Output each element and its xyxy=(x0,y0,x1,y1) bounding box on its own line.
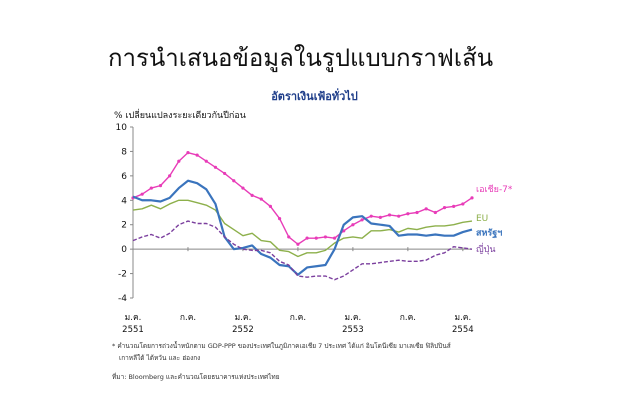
series-point-0 xyxy=(461,202,465,206)
legend-label-1: EU xyxy=(476,214,488,224)
series-line-1 xyxy=(132,199,473,258)
series-point-0 xyxy=(406,212,410,216)
series-point-0 xyxy=(296,242,300,246)
series-point-0 xyxy=(424,207,428,211)
series-point-0 xyxy=(470,196,474,200)
series-point-0 xyxy=(305,236,309,240)
series-point-0 xyxy=(268,204,273,208)
y-tick-label: 8 xyxy=(121,147,127,157)
series-point-0 xyxy=(149,186,153,190)
x-tick-label: ม.ค. xyxy=(235,313,252,323)
series-point-0 xyxy=(195,153,199,157)
x-tick-label: ก.ค. xyxy=(400,313,416,323)
series-point-0 xyxy=(397,214,401,218)
series-point-0 xyxy=(314,236,318,240)
x-tick-year: 2554 xyxy=(452,325,474,335)
series-line-0 xyxy=(132,151,473,245)
legend-label-2: สหรัฐฯ xyxy=(476,228,502,239)
series-line-2 xyxy=(132,179,473,276)
x-tick-label: ม.ค. xyxy=(125,313,142,323)
series-point-0 xyxy=(204,159,208,163)
legend-label-0: เอเชีย-7* xyxy=(476,184,513,195)
series-point-0 xyxy=(186,151,190,155)
series-point-0 xyxy=(369,214,373,218)
series-point-0 xyxy=(232,179,236,183)
y-tick-label: 6 xyxy=(121,172,127,182)
series-point-0 xyxy=(332,236,337,240)
chart-title: อัตราเงินเฟ้อทั่วไป xyxy=(271,90,358,103)
series-point-0 xyxy=(168,174,172,178)
series-point-0 xyxy=(452,204,456,208)
series-point-0 xyxy=(360,218,364,222)
series-point-0 xyxy=(387,213,392,217)
series-point-0 xyxy=(323,235,328,239)
series-point-0 xyxy=(223,171,227,176)
legend-label-3: ญี่ปุ่น xyxy=(476,242,496,255)
y-tick-label: -4 xyxy=(118,294,127,304)
series-point-0 xyxy=(140,192,144,196)
series-point-0 xyxy=(158,184,163,188)
y-tick-label: 2 xyxy=(121,221,127,231)
series-point-0 xyxy=(415,210,419,215)
series-point-0 xyxy=(433,210,437,215)
footnote-source: ที่มา: Bloomberg และคำนวณโดยธนาคารแห่งปร… xyxy=(112,373,280,381)
x-tick-label: ก.ค. xyxy=(290,313,306,323)
x-tick-year: 2553 xyxy=(342,325,364,335)
series-point-0 xyxy=(277,217,282,221)
series-point-0 xyxy=(287,235,291,239)
slide-title: การนำเสนอข้อมูลในรูปแบบกราฟเส้น xyxy=(108,44,494,72)
x-tick-label: ม.ค. xyxy=(454,313,471,323)
x-tick-label: ม.ค. xyxy=(345,313,362,323)
y-tick-label: 0 xyxy=(121,245,127,255)
footnote-line-1: * คำนวณโดยการถ่วงน้ำหนักตาม GDP-PPP ของป… xyxy=(112,342,451,350)
series-point-0 xyxy=(259,197,263,201)
series-point-0 xyxy=(442,206,447,210)
x-tick-year: 2552 xyxy=(232,325,254,335)
series-point-0 xyxy=(378,215,382,219)
footnote-line-2: เกาหลีใต้ ไต้หวัน และ ฮ่องกง xyxy=(119,354,201,362)
series-point-0 xyxy=(177,159,181,163)
series-point-0 xyxy=(241,186,245,190)
series-point-0 xyxy=(342,229,346,233)
y-tick-label: 4 xyxy=(121,196,127,206)
x-tick-year: 2551 xyxy=(122,325,144,335)
series-point-0 xyxy=(213,165,218,169)
y-tick-label: 10 xyxy=(116,123,128,133)
y-axis-label: % เปลี่ยนแปลงระยะเดียวกันปีก่อน xyxy=(114,111,246,121)
x-tick-label: ก.ค. xyxy=(180,313,196,323)
series-point-0 xyxy=(351,223,355,227)
series-line-3 xyxy=(132,220,473,281)
y-tick-label: -2 xyxy=(118,270,127,280)
series-point-0 xyxy=(250,193,254,197)
